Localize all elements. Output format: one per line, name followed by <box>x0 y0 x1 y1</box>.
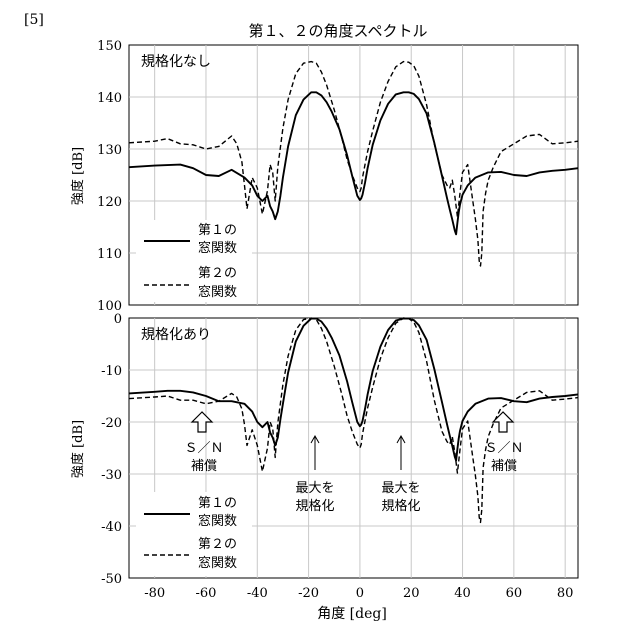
sn-annotation-right: Ｓ／Ｎ 補償 <box>484 412 523 474</box>
legend-top: 第１の 窓関数 第２の 窓関数 <box>136 220 252 302</box>
panel-label-top: 規格化なし <box>141 54 211 70</box>
x-tick-label: -20 <box>298 586 319 601</box>
legend-bottom-series1-line1: 第１の <box>198 496 237 511</box>
sn-left-line1: Ｓ／Ｎ <box>184 441 223 456</box>
max-right-line2: 規格化 <box>381 498 420 514</box>
hollow-up-arrow-icon <box>192 412 212 432</box>
max-left-line2: 規格化 <box>295 498 334 514</box>
sn-right-line2: 補償 <box>491 459 517 474</box>
x-tick-label: -60 <box>196 586 217 601</box>
legend-top-series2-line1: 第２の <box>198 266 237 281</box>
x-ticks: -80 -60 -40 -20 0 20 40 60 80 <box>144 586 573 601</box>
max-right-line1: 最大を <box>381 481 420 496</box>
legend-bottom-series2-line2: 窓関数 <box>198 555 237 571</box>
y-axis-label-top: 強度 [dB] <box>70 147 86 205</box>
x-axis-label: 角度 [deg] <box>317 606 387 622</box>
legend-bottom: 第１の 窓関数 第２の 窓関数 <box>136 492 252 576</box>
y-ticks-top: 150140130120110100 <box>97 39 122 314</box>
legend-top-series1-line1: 第１の <box>198 223 237 238</box>
series-line-window1 <box>129 92 578 234</box>
y-ticks-bottom: 0 -10 -20 -30 -40 -50 <box>101 312 122 587</box>
figure-label: [5] <box>24 12 44 28</box>
hollow-up-arrow-icon <box>493 412 513 432</box>
x-tick-label: 80 <box>557 586 574 601</box>
y-axis-label-bottom: 強度 [dB] <box>70 420 86 478</box>
y-tick-label: 150 <box>97 39 122 54</box>
legend-top-series2-line2: 窓関数 <box>198 284 237 300</box>
x-tick-label: 40 <box>454 586 471 601</box>
y-tick-label: -30 <box>101 468 122 483</box>
sn-left-line2: 補償 <box>191 459 217 474</box>
y-tick-label: 120 <box>97 195 122 210</box>
y-tick-label: -20 <box>101 416 122 431</box>
panel-label-bottom: 規格化あり <box>141 327 211 343</box>
sn-annotation-left: Ｓ／Ｎ 補償 <box>184 412 223 474</box>
y-tick-label: -10 <box>101 364 122 379</box>
y-tick-label: -50 <box>101 572 122 587</box>
legend-top-series1-line2: 窓関数 <box>198 240 237 256</box>
x-tick-label: -40 <box>247 586 268 601</box>
max-left-line1: 最大を <box>295 481 334 496</box>
x-tick-label: 20 <box>403 586 420 601</box>
max-annotation-right: 最大を 規格化 <box>381 436 420 514</box>
y-tick-label: 110 <box>97 247 122 262</box>
x-tick-label: 0 <box>356 586 364 601</box>
max-annotation-left: 最大を 規格化 <box>295 436 334 514</box>
sn-right-line1: Ｓ／Ｎ <box>484 441 523 456</box>
y-tick-label: 140 <box>97 91 122 106</box>
legend-bottom-series2-line1: 第２の <box>198 537 237 552</box>
legend-bottom-series1-line2: 窓関数 <box>198 513 237 529</box>
x-tick-label: -80 <box>144 586 165 601</box>
chart-title: 第１、２の角度スペクトル <box>249 22 428 40</box>
x-tick-label: 60 <box>506 586 523 601</box>
y-tick-label: 0 <box>114 312 122 327</box>
y-tick-label: -40 <box>101 520 122 535</box>
y-tick-label: 130 <box>97 143 122 158</box>
